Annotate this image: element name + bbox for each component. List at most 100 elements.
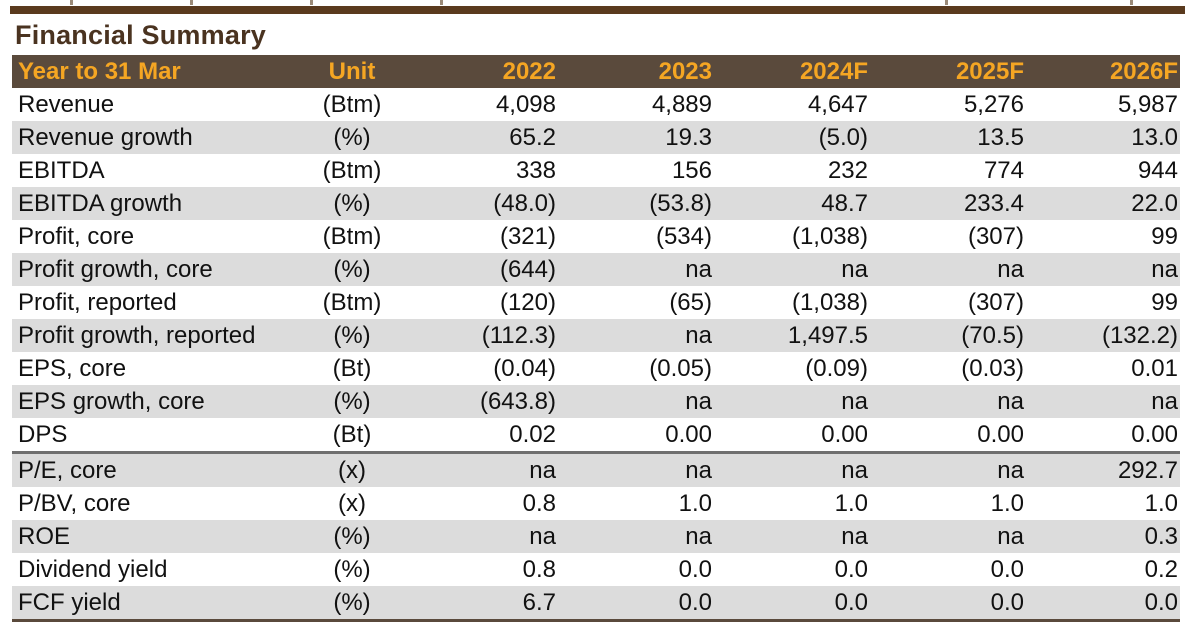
- table-cell: 0.0: [1026, 586, 1180, 622]
- row-unit: (%): [302, 187, 402, 220]
- table-row: ROE (%) na na na na 0.3: [12, 520, 1180, 553]
- table-cell: 1,497.5: [714, 319, 870, 352]
- table-cell: 65.2: [402, 121, 558, 154]
- table-cell: na: [1026, 385, 1180, 418]
- table-cell: 0.0: [870, 586, 1026, 622]
- table-body: Revenue (Btm) 4,098 4,889 4,647 5,276 5,987 Rev…: [12, 88, 1180, 622]
- table-row: Profit growth, reported (%) (112.3) na 1,497…: [12, 319, 1180, 352]
- table-cell: na: [558, 451, 714, 487]
- header-year-2023: 2023: [558, 55, 714, 88]
- table-cell: 0.00: [714, 418, 870, 453]
- row-unit: (%): [302, 586, 402, 622]
- table-cell: (644): [402, 253, 558, 286]
- table-cell: 4,647: [714, 88, 870, 121]
- table-cell: na: [714, 385, 870, 418]
- row-unit: (%): [302, 319, 402, 352]
- row-unit: (Btm): [302, 154, 402, 187]
- row-label: Profit, core: [12, 220, 302, 253]
- table-cell: 0.0: [870, 553, 1026, 586]
- table-row: FCF yield (%) 6.7 0.0 0.0 0.0 0.0: [12, 586, 1180, 622]
- row-label: Dividend yield: [12, 553, 302, 586]
- row-label: Profit, reported: [12, 286, 302, 319]
- row-unit: (Btm): [302, 88, 402, 121]
- table-cell: (307): [870, 220, 1026, 253]
- table-cell: (112.3): [402, 319, 558, 352]
- table-cell: na: [870, 451, 1026, 487]
- table-cell: (0.04): [402, 352, 558, 385]
- table-cell: (65): [558, 286, 714, 319]
- table-cell: 4,098: [402, 88, 558, 121]
- table-row: P/BV, core (x) 0.8 1.0 1.0 1.0 1.0: [12, 487, 1180, 520]
- row-label: Profit growth, reported: [12, 319, 302, 352]
- table-cell: (1,038): [714, 286, 870, 319]
- table-row: Revenue growth (%) 65.2 19.3 (5.0) 13.5 13.0: [12, 121, 1180, 154]
- row-label: Profit growth, core: [12, 253, 302, 286]
- table-row: Revenue (Btm) 4,098 4,889 4,647 5,276 5,987: [12, 88, 1180, 121]
- header-label: Year to 31 Mar: [12, 55, 302, 88]
- header-year-2024f: 2024F: [714, 55, 870, 88]
- table-cell: 0.00: [558, 418, 714, 453]
- row-unit: (Bt): [302, 352, 402, 385]
- table-cell: 292.7: [1026, 451, 1180, 487]
- table-cell: na: [558, 520, 714, 553]
- table-row: Profit, core (Btm) (321) (534) (1,038) (307) 9…: [12, 220, 1180, 253]
- row-unit: (Btm): [302, 220, 402, 253]
- row-label: P/E, core: [12, 451, 302, 487]
- row-label: Revenue: [12, 88, 302, 121]
- row-unit: (%): [302, 121, 402, 154]
- table-cell: na: [714, 520, 870, 553]
- row-unit: (%): [302, 553, 402, 586]
- table-cell: (70.5): [870, 319, 1026, 352]
- table-cell: (120): [402, 286, 558, 319]
- table-cell: 6.7: [402, 586, 558, 622]
- table-cell: 0.0: [714, 586, 870, 622]
- table-cell: na: [714, 253, 870, 286]
- row-unit: (%): [302, 385, 402, 418]
- table-cell: 19.3: [558, 121, 714, 154]
- table-cell: (53.8): [558, 187, 714, 220]
- table-row: Dividend yield (%) 0.8 0.0 0.0 0.0 0.2: [12, 553, 1180, 586]
- row-unit: (%): [302, 253, 402, 286]
- header-year-2025f: 2025F: [870, 55, 1026, 88]
- table-row: EBITDA (Btm) 338 156 232 774 944: [12, 154, 1180, 187]
- table-cell: 0.0: [714, 553, 870, 586]
- table-cell: 99: [1026, 220, 1180, 253]
- table-cell: (321): [402, 220, 558, 253]
- table-row: DPS (Bt) 0.02 0.00 0.00 0.00 0.00: [12, 418, 1180, 453]
- header-unit: Unit: [302, 55, 402, 88]
- table-cell: 0.01: [1026, 352, 1180, 385]
- top-rule: [10, 6, 1185, 14]
- table-cell: na: [870, 385, 1026, 418]
- row-unit: (Btm): [302, 286, 402, 319]
- table-cell: na: [870, 253, 1026, 286]
- row-label: FCF yield: [12, 586, 302, 622]
- financial-summary-table: Year to 31 Mar Unit 2022 2023 2024F 2025…: [12, 55, 1180, 622]
- table-cell: (0.05): [558, 352, 714, 385]
- table-cell: (307): [870, 286, 1026, 319]
- table-row: EBITDA growth (%) (48.0) (53.8) 48.7 233.4 22.…: [12, 187, 1180, 220]
- table-cell: 0.02: [402, 418, 558, 453]
- row-label: EPS growth, core: [12, 385, 302, 418]
- table-cell: 0.8: [402, 487, 558, 520]
- table-cell: na: [402, 451, 558, 487]
- row-unit: (Bt): [302, 418, 402, 453]
- table-cell: (5.0): [714, 121, 870, 154]
- table-cell: 5,276: [870, 88, 1026, 121]
- table-row: EPS, core (Bt) (0.04) (0.05) (0.09) (0.03) 0.0…: [12, 352, 1180, 385]
- table-cell: 13.5: [870, 121, 1026, 154]
- row-label: EPS, core: [12, 352, 302, 385]
- table-cell: na: [402, 520, 558, 553]
- row-unit: (x): [302, 487, 402, 520]
- table-header-row: Year to 31 Mar Unit 2022 2023 2024F 2025…: [12, 55, 1180, 88]
- table-cell: na: [558, 385, 714, 418]
- table-cell: (132.2): [1026, 319, 1180, 352]
- table-cell: 0.00: [870, 418, 1026, 453]
- table-cell: 0.2: [1026, 553, 1180, 586]
- table-cell: na: [870, 520, 1026, 553]
- row-label: EBITDA growth: [12, 187, 302, 220]
- row-label: Revenue growth: [12, 121, 302, 154]
- row-unit: (%): [302, 520, 402, 553]
- top-ticks: [10, 0, 1185, 6]
- table-cell: 4,889: [558, 88, 714, 121]
- table-cell: 0.00: [1026, 418, 1180, 453]
